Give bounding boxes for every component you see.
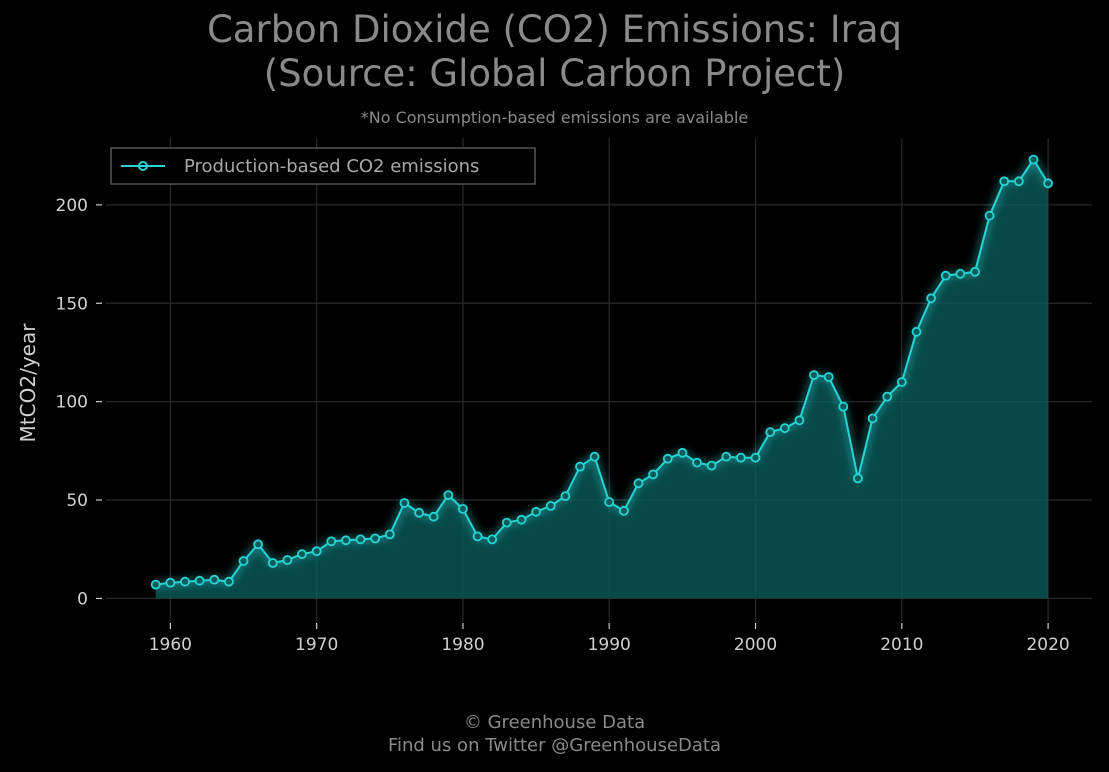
data-point [223, 576, 234, 587]
chart-title-line2: (Source: Global Carbon Project) [263, 52, 846, 95]
data-point [765, 427, 776, 438]
data-point [326, 536, 337, 547]
data-point [560, 491, 571, 502]
data-point [911, 326, 922, 337]
data-point [604, 497, 615, 507]
x-tick-label: 1980 [441, 635, 484, 655]
data-point [150, 579, 161, 590]
data-point [443, 490, 454, 501]
data-point [194, 575, 205, 586]
data-point [633, 478, 644, 489]
data-point [531, 506, 541, 517]
y-tick-label: 100 [56, 393, 88, 413]
data-point [472, 531, 483, 542]
data-point [867, 413, 878, 424]
data-point [940, 270, 951, 281]
data-point [882, 391, 893, 402]
data-point [1043, 178, 1053, 189]
legend-box [110, 147, 536, 185]
data-point [794, 415, 805, 426]
x-tick-label: 2020 [1026, 635, 1069, 655]
data-point [165, 577, 176, 588]
data-point [955, 268, 966, 279]
data-point [238, 556, 249, 566]
x-tick-label: 1960 [149, 635, 192, 655]
data-point [209, 574, 220, 585]
footer-twitter: Find us on Twitter @GreenhouseData [387, 735, 722, 756]
data-point [589, 451, 600, 462]
data-point [779, 423, 790, 434]
data-point [736, 452, 746, 463]
data-point [253, 539, 264, 550]
data-point [501, 517, 512, 528]
data-point [311, 546, 322, 557]
data-point [399, 498, 410, 508]
legend-label: Production-based CO2 emissions [184, 156, 479, 177]
data-point [282, 555, 293, 565]
data-point [706, 460, 717, 471]
data-point [721, 451, 732, 462]
data-point [692, 457, 702, 468]
x-tick-label: 2000 [734, 635, 777, 655]
data-point [662, 453, 673, 464]
data-point [1028, 154, 1039, 165]
data-point [428, 511, 439, 522]
footer-copyright: © Greenhouse Data [463, 712, 646, 733]
chart-title: Carbon Dioxide (CO2) Emissions: Iraq (So… [0, 8, 1109, 96]
data-point [545, 500, 556, 511]
x-tick-label: 1990 [588, 635, 631, 655]
chart-title-line1: Carbon Dioxide (CO2) Emissions: Iraq [206, 8, 903, 51]
legend: Production-based CO2 emissions [110, 147, 536, 185]
data-point [926, 293, 936, 304]
data-point [487, 534, 498, 545]
x-tick-label: 1970 [295, 635, 338, 655]
data-point [516, 514, 527, 525]
data-point [457, 503, 468, 514]
data-point [370, 533, 381, 544]
y-tick-label: 50 [66, 491, 88, 511]
data-point [750, 452, 761, 463]
data-point [970, 266, 980, 277]
data-point [838, 401, 849, 412]
data-point [677, 447, 688, 458]
y-tick-label: 0 [77, 589, 88, 609]
data-point [1014, 176, 1024, 187]
data-point [384, 529, 395, 540]
legend-marker-swatch [138, 161, 148, 171]
series-area-fill [155, 159, 1049, 599]
y-axis-label: MtCO2/year [16, 323, 40, 443]
data-point [619, 505, 629, 516]
data-point [267, 558, 278, 568]
data-point [575, 461, 585, 472]
data-point [648, 469, 658, 480]
data-point [297, 549, 307, 559]
data-point [180, 576, 190, 587]
data-point [984, 210, 995, 221]
data-point [340, 535, 351, 546]
data-point [414, 507, 425, 518]
data-point [999, 176, 1010, 187]
series-group [150, 154, 1053, 599]
x-tick-label: 2010 [880, 635, 923, 655]
y-tick-label: 150 [56, 294, 88, 314]
data-point [823, 372, 834, 382]
axis-ticks: 1960 1970 1980 1990 2000 2010 2020 0 50 100 150 200 [56, 196, 1070, 655]
chart-subtitle: *No Consumption-based emissions are avai… [360, 108, 749, 127]
footer: © Greenhouse Data Find us on Twitter @Gr… [0, 711, 1109, 757]
y-tick-label: 200 [56, 196, 88, 216]
data-point [809, 370, 819, 381]
data-point [355, 534, 366, 545]
data-point [853, 473, 863, 484]
data-point [896, 377, 907, 387]
